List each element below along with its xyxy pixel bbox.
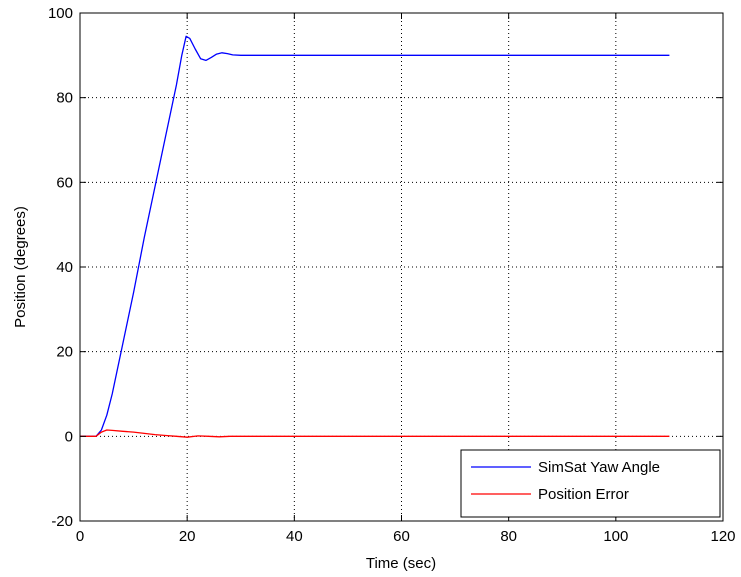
x-tick-label: 60 [393,528,410,545]
y-tick-label: 80 [56,90,73,107]
legend-box [460,449,721,518]
y-tick-label: 20 [56,344,73,361]
series-line-yaw-angle [80,35,670,437]
x-tick-label: 0 [76,528,84,545]
legend: SimSat Yaw Angle Position Error [460,449,721,518]
y-tick-label: 0 [65,428,73,445]
legend-label-yaw: SimSat Yaw Angle [538,459,660,476]
series-line-position-error [80,429,670,438]
y-tick-label: 40 [56,259,73,276]
y-axis-label: Position (degrees) [12,206,29,328]
x-tick-label: 20 [179,528,196,545]
data-series [80,35,670,438]
y-tick-label: 100 [48,5,73,22]
grid-lines [80,13,723,521]
legend-label-error: Position Error [538,486,629,503]
x-tick-label: 100 [603,528,628,545]
y-tick-label: 60 [56,174,73,191]
y-tick-label: -20 [51,513,73,530]
x-tick-label: 40 [286,528,303,545]
x-tick-label: 120 [710,528,735,545]
x-axis-label: Time (sec) [366,555,436,572]
x-tick-label: 80 [500,528,517,545]
